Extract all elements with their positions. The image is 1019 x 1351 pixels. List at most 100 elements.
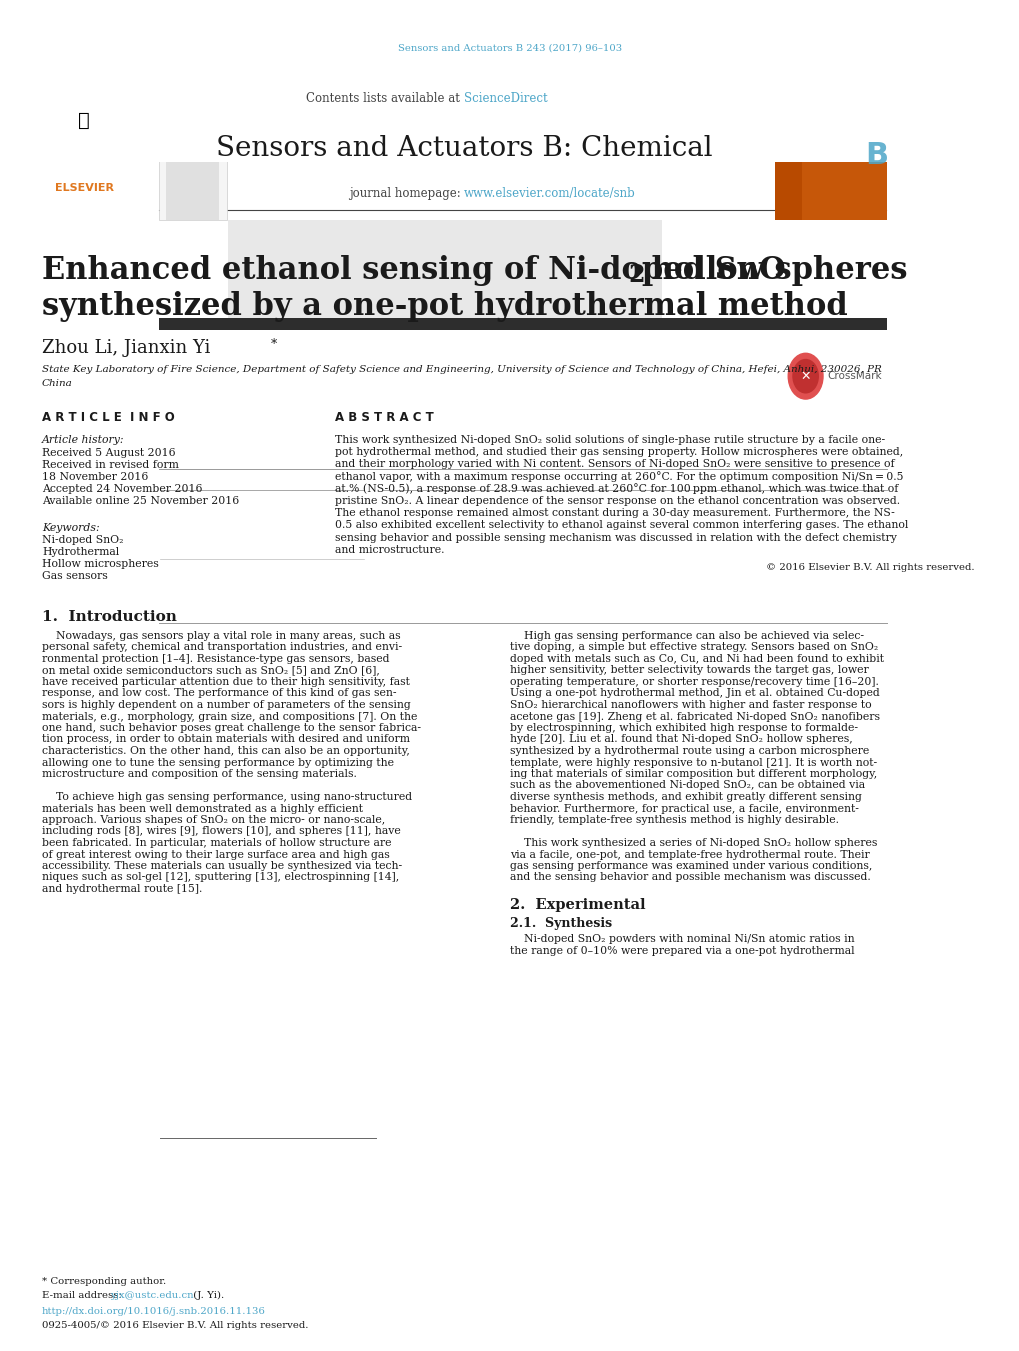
Text: higher sensitivity, better selectivity towards the target gas, lower: higher sensitivity, better selectivity t…	[510, 666, 868, 676]
Text: characteristics. On the other hand, this can also be an opportunity,: characteristics. On the other hand, this…	[42, 746, 410, 757]
Text: Sensors and Actuators B 243 (2017) 96–103: Sensors and Actuators B 243 (2017) 96–10…	[397, 43, 622, 53]
Text: and their morphology varied with Ni content. Sensors of Ni-doped SnO₂ were sensi: and their morphology varied with Ni cont…	[334, 459, 894, 469]
Text: Article history:: Article history:	[42, 435, 124, 444]
Bar	[166, 143, 219, 220]
Text: yjx@ustc.edu.cn: yjx@ustc.edu.cn	[110, 1290, 194, 1300]
Bar	[228, 220, 661, 324]
Text: Keywords:: Keywords:	[42, 523, 100, 534]
Text: via a facile, one-pot, and template-free hydrothermal route. Their: via a facile, one-pot, and template-free…	[510, 850, 869, 859]
Text: microstructure and composition of the sensing materials.: microstructure and composition of the se…	[42, 769, 357, 780]
Circle shape	[788, 354, 822, 399]
Text: at.% (NS-0.5), a response of 28.9 was achieved at 260°C for 100 ppm ethanol, whi: at.% (NS-0.5), a response of 28.9 was ac…	[334, 484, 898, 494]
Text: hollow spheres: hollow spheres	[640, 254, 907, 285]
Text: been fabricated. In particular, materials of hollow structure are: been fabricated. In particular, material…	[42, 838, 391, 848]
Text: by electrospinning, which exhibited high response to formalde-: by electrospinning, which exhibited high…	[510, 723, 857, 734]
Text: Hydrothermal: Hydrothermal	[42, 547, 119, 557]
Text: This work synthesized Ni-doped SnO₂ solid solutions of single-phase rutile struc: This work synthesized Ni-doped SnO₂ soli…	[334, 435, 884, 444]
Text: Zhou Li, Jianxin Yi: Zhou Li, Jianxin Yi	[42, 339, 210, 357]
Text: response, and low cost. The performance of this kind of gas sen-: response, and low cost. The performance …	[42, 689, 396, 698]
Text: 18 November 2016: 18 November 2016	[42, 471, 148, 482]
Text: Available online 25 November 2016: Available online 25 November 2016	[42, 496, 239, 507]
Text: ing that materials of similar composition but different morphology,: ing that materials of similar compositio…	[510, 769, 876, 780]
Text: 1.  Introduction: 1. Introduction	[42, 611, 176, 624]
Text: allowing one to tune the sensing performance by optimizing the: allowing one to tune the sensing perform…	[42, 758, 393, 767]
Text: the range of 0–10% were prepared via a one-pot hydrothermal: the range of 0–10% were prepared via a o…	[510, 946, 854, 955]
Text: materials has been well demonstrated as a highly efficient: materials has been well demonstrated as …	[42, 804, 363, 813]
Text: * Corresponding author.: * Corresponding author.	[42, 1278, 166, 1286]
Text: SENSORS and: SENSORS and	[869, 105, 928, 115]
Text: acetone gas [19]. Zheng et al. fabricated Ni-doped SnO₂ nanofibers: acetone gas [19]. Zheng et al. fabricate…	[510, 712, 879, 721]
Text: 0925-4005/© 2016 Elsevier B.V. All rights reserved.: 0925-4005/© 2016 Elsevier B.V. All right…	[42, 1320, 308, 1329]
Text: and microstructure.: and microstructure.	[334, 544, 444, 555]
Text: High gas sensing performance can also be achieved via selec-: High gas sensing performance can also be…	[510, 631, 863, 640]
Text: Received in revised form: Received in revised form	[42, 459, 178, 470]
Text: Enhanced ethanol sensing of Ni-doped SnO: Enhanced ethanol sensing of Ni-doped SnO	[42, 254, 785, 285]
Text: ACTUATORS: ACTUATORS	[869, 119, 920, 127]
Bar	[158, 317, 887, 330]
Text: and hydrothermal route [15].: and hydrothermal route [15].	[42, 884, 202, 894]
Text: A B S T R A C T: A B S T R A C T	[334, 411, 433, 423]
Text: 0.5 also exhibited excellent selectivity to ethanol against several common inter: 0.5 also exhibited excellent selectivity…	[334, 520, 908, 531]
Text: friendly, template-free synthesis method is highly desirable.: friendly, template-free synthesis method…	[510, 815, 839, 825]
Text: *: *	[271, 338, 277, 350]
Text: synthesized by a one-pot hydrothermal method: synthesized by a one-pot hydrothermal me…	[42, 292, 847, 323]
Text: © 2016 Elsevier B.V. All rights reserved.: © 2016 Elsevier B.V. All rights reserved…	[765, 563, 974, 573]
Text: accessibility. These materials can usually be synthesized via tech-: accessibility. These materials can usual…	[42, 861, 401, 871]
Text: Ni-doped SnO₂: Ni-doped SnO₂	[42, 535, 123, 544]
Text: www.elsevier.com/locate/snb: www.elsevier.com/locate/snb	[464, 186, 635, 200]
Text: 2.1.  Synthesis: 2.1. Synthesis	[510, 916, 611, 929]
Text: operating temperature, or shorter response/recovery time [16–20].: operating temperature, or shorter respon…	[510, 677, 878, 688]
Text: one hand, such behavior poses great challenge to the sensor fabrica-: one hand, such behavior poses great chal…	[42, 723, 421, 734]
Text: sors is highly dependent on a number of parameters of the sensing: sors is highly dependent on a number of …	[42, 700, 411, 711]
Text: 2: 2	[628, 263, 644, 288]
Text: B: B	[864, 141, 888, 169]
Text: and the sensing behavior and possible mechanism was discussed.: and the sensing behavior and possible me…	[510, 873, 870, 882]
Text: This work synthesized a series of Ni-doped SnO₂ hollow spheres: This work synthesized a series of Ni-dop…	[510, 838, 876, 848]
Text: Gas sensors: Gas sensors	[42, 571, 108, 581]
Text: including rods [8], wires [9], flowers [10], and spheres [11], have: including rods [8], wires [9], flowers […	[42, 827, 400, 836]
Text: To achieve high gas sensing performance, using nano-structured: To achieve high gas sensing performance,…	[42, 792, 412, 802]
Text: diverse synthesis methods, and exhibit greatly different sensing: diverse synthesis methods, and exhibit g…	[510, 792, 861, 802]
Text: E-mail address:: E-mail address:	[42, 1290, 125, 1300]
Text: doped with metals such as Co, Cu, and Ni had been found to exhibit: doped with metals such as Co, Cu, and Ni…	[510, 654, 883, 663]
Text: (J. Yi).: (J. Yi).	[190, 1290, 224, 1300]
Text: http://dx.doi.org/10.1016/j.snb.2016.11.136: http://dx.doi.org/10.1016/j.snb.2016.11.…	[42, 1306, 266, 1316]
Text: SnO₂ hierarchical nanoflowers with higher and faster response to: SnO₂ hierarchical nanoflowers with highe…	[510, 700, 871, 711]
Text: approach. Various shapes of SnO₂ on the micro- or nano-scale,: approach. Various shapes of SnO₂ on the …	[42, 815, 385, 825]
Text: template, were highly responsive to n-butanol [21]. It is worth not-: template, were highly responsive to n-bu…	[510, 758, 876, 767]
Text: hyde [20]. Liu et al. found that Ni-doped SnO₂ hollow spheres,: hyde [20]. Liu et al. found that Ni-dope…	[510, 735, 852, 744]
Text: Nowadays, gas sensors play a vital role in many areas, such as: Nowadays, gas sensors play a vital role …	[42, 631, 400, 640]
Text: sensing behavior and possible sensing mechanism was discussed in relation with t: sensing behavior and possible sensing me…	[334, 532, 896, 543]
Text: tive doping, a simple but effective strategy. Sensors based on SnO₂: tive doping, a simple but effective stra…	[510, 643, 877, 653]
Text: gas sensing performance was examined under various conditions,: gas sensing performance was examined und…	[510, 861, 871, 871]
Text: of great interest owing to their large surface area and high gas: of great interest owing to their large s…	[42, 850, 389, 859]
Text: such as the abovementioned Ni-doped SnO₂, can be obtained via: such as the abovementioned Ni-doped SnO₂…	[510, 781, 864, 790]
Text: ethanol vapor, with a maximum response occurring at 260°C. For the optimum compo: ethanol vapor, with a maximum response o…	[334, 471, 903, 482]
Text: Contents lists available at: Contents lists available at	[306, 92, 464, 104]
Text: Accepted 24 November 2016: Accepted 24 November 2016	[42, 484, 203, 494]
Text: personal safety, chemical and transportation industries, and envi-: personal safety, chemical and transporta…	[42, 643, 401, 653]
Text: tion process, in order to obtain materials with desired and uniform: tion process, in order to obtain materia…	[42, 735, 410, 744]
Text: CrossMark: CrossMark	[827, 372, 881, 381]
Text: ELSEVIER: ELSEVIER	[54, 182, 113, 193]
Text: pot hydrothermal method, and studied their gas sensing property. Hollow microsph: pot hydrothermal method, and studied the…	[334, 447, 903, 457]
Text: 2.  Experimental: 2. Experimental	[510, 898, 645, 912]
Bar	[158, 109, 226, 220]
Text: materials, e.g., morphology, grain size, and compositions [7]. On the: materials, e.g., morphology, grain size,…	[42, 712, 417, 721]
Text: China: China	[42, 378, 72, 388]
Text: Received 5 August 2016: Received 5 August 2016	[42, 449, 175, 458]
Circle shape	[792, 359, 817, 393]
Text: State Key Laboratory of Fire Science, Department of Safety Science and Engineeri: State Key Laboratory of Fire Science, De…	[42, 366, 881, 374]
Bar	[801, 109, 887, 220]
Text: synthesized by a hydrothermal route using a carbon microsphere: synthesized by a hydrothermal route usin…	[510, 746, 868, 757]
Text: Hollow microspheres: Hollow microspheres	[42, 559, 159, 569]
Text: ScienceDirect: ScienceDirect	[464, 92, 547, 104]
Text: behavior. Furthermore, for practical use, a facile, environment-: behavior. Furthermore, for practical use…	[510, 804, 858, 813]
Text: ronmental protection [1–4]. Resistance-type gas sensors, based: ronmental protection [1–4]. Resistance-t…	[42, 654, 389, 663]
Text: journal homepage:: journal homepage:	[348, 186, 464, 200]
Text: Sensors and Actuators B: Chemical: Sensors and Actuators B: Chemical	[216, 135, 711, 162]
Text: A R T I C L E  I N F O: A R T I C L E I N F O	[42, 411, 174, 423]
Text: The ethanol response remained almost constant during a 30-day measurement. Furth: The ethanol response remained almost con…	[334, 508, 894, 519]
Text: niques such as sol-gel [12], sputtering [13], electrospinning [14],: niques such as sol-gel [12], sputtering …	[42, 873, 398, 882]
Text: pristine SnO₂. A linear dependence of the sensor response on the ethanol concent: pristine SnO₂. A linear dependence of th…	[334, 496, 899, 507]
